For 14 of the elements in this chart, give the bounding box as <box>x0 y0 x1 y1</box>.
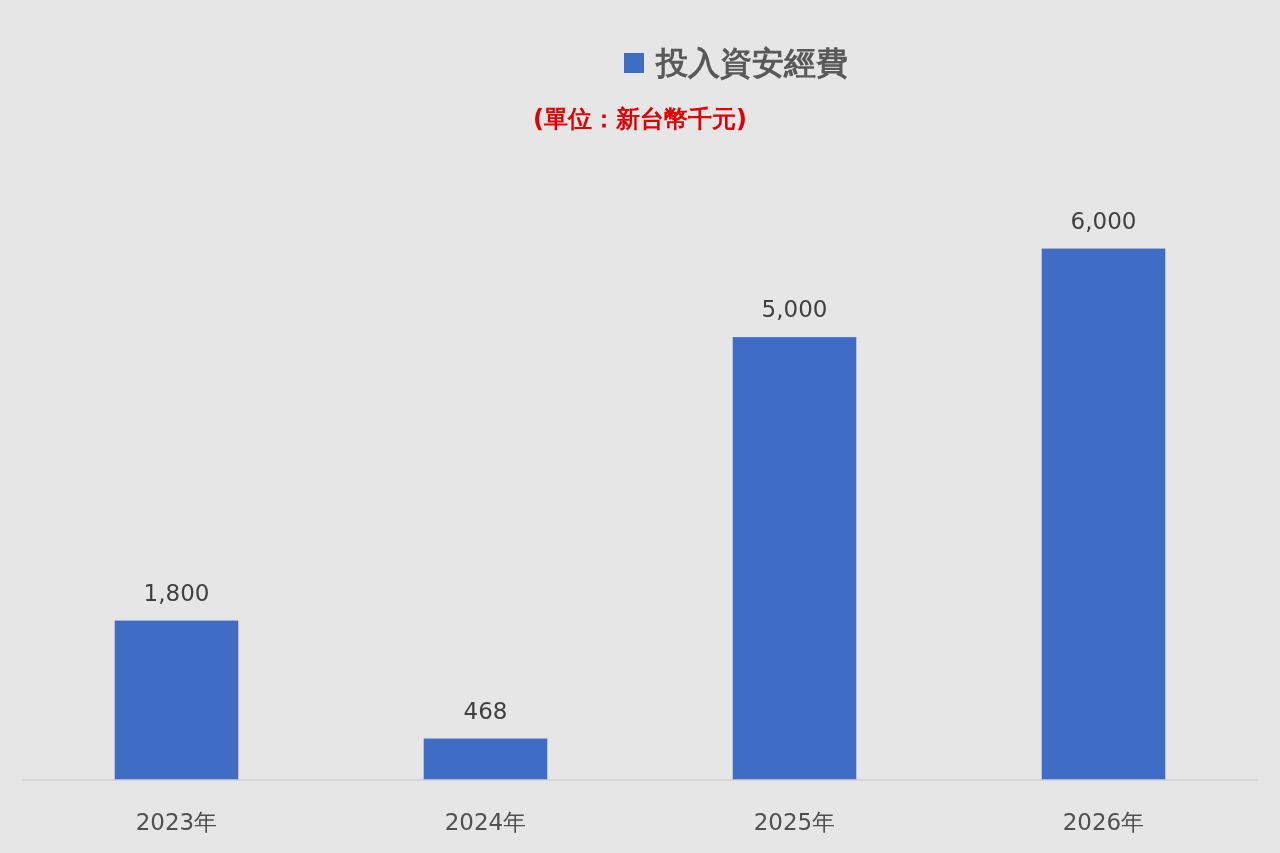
data-label: 468 <box>463 697 508 724</box>
x-tick-label: 2026年 <box>1062 809 1145 835</box>
bar <box>114 620 239 780</box>
chart-subtitle: (單位：新台幣千元) <box>533 105 747 133</box>
legend-label: 投入資安經費 <box>654 44 848 82</box>
bar <box>423 738 548 780</box>
data-label: 1,800 <box>143 579 210 606</box>
data-label: 6,000 <box>1070 207 1137 234</box>
data-label: 5,000 <box>761 296 828 323</box>
x-tick-label: 2025年 <box>753 809 836 835</box>
bar <box>1041 248 1166 780</box>
bar <box>732 337 857 780</box>
x-tick-label: 2024年 <box>444 809 527 835</box>
x-tick-label: 2023年 <box>135 809 218 835</box>
